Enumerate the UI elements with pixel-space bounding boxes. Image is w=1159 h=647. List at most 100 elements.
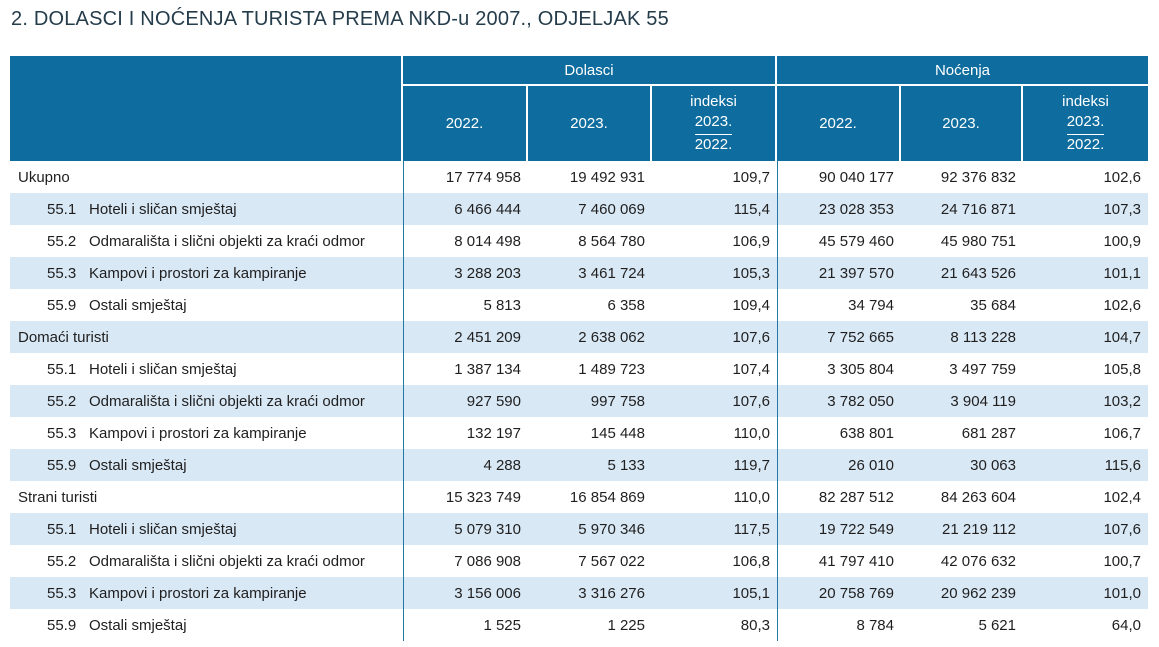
value-cell: 21 219 112 (942, 520, 1016, 538)
value-cell: 2 451 209 (403, 321, 528, 353)
table-row: 55.3 Kampovi i prostori za kampiranje 132 … (10, 417, 1148, 449)
row-label: 55.1 Hoteli i sličan smještaj (10, 353, 403, 385)
value-cell: 30 063 (970, 456, 1016, 474)
value-cell: 105,8 (1103, 360, 1141, 378)
value-cell: 17 774 958 (403, 161, 528, 193)
table-row: 55.9 Ostali smještaj 5 813 6 358 109,4 34 794… (10, 289, 1148, 321)
value-cell: 82 287 512 (777, 481, 901, 513)
table-row: 55.1 Hoteli i sličan smještaj 5 079 310 5 9… (10, 513, 1148, 545)
value-cell: 19 722 549 (777, 513, 901, 545)
table-row: 55.9 Ostali smještaj 1 525 1 225 80,3 8 784 5 … (10, 609, 1148, 641)
row-label: 55.1 Hoteli i sličan smještaj (10, 193, 403, 225)
value-cell: 8 564 780 (578, 232, 645, 250)
value-cell: 5 621 (978, 616, 1016, 634)
row-label-text: Odmarališta i slični objekti za kraći od… (89, 232, 365, 250)
table-row: 55.9 Ostali smještaj 4 288 5 133 119,7 26 010… (10, 449, 1148, 481)
value-cell: 3 782 050 (777, 385, 901, 417)
table-row: 55.3 Kampovi i prostori za kampiranje 3 15… (10, 577, 1148, 609)
value-cell: 8 014 498 (403, 225, 528, 257)
index-fraction: indeksi 2023. 2022. (690, 92, 737, 155)
row-label: 55.3 Kampovi i prostori za kampiranje (10, 577, 403, 609)
value-cell: 102,6 (1103, 296, 1141, 314)
table-body: Ukupno 17 774 958 19 492 931 109,7 90 040 17… (10, 161, 1148, 641)
value-cell: 6 358 (607, 296, 645, 314)
value-cell: 45 980 751 (940, 232, 1016, 250)
table-row: 55.1 Hoteli i sličan smještaj 1 387 134 1 4… (10, 353, 1148, 385)
row-code: 55.2 (47, 552, 77, 570)
header-dolasci-2023: 2023. (528, 86, 652, 161)
value-cell: 4 288 (403, 449, 528, 481)
value-cell: 5 133 (607, 456, 645, 474)
row-label-text: Ukupno (18, 168, 70, 186)
row-label: 55.9 Ostali smještaj (10, 449, 403, 481)
value-cell: 8 113 228 (950, 328, 1016, 346)
value-cell: 5 970 346 (578, 520, 645, 538)
value-cell: 101,1 (1103, 264, 1141, 282)
value-cell: 42 076 632 (940, 552, 1016, 570)
value-cell: 5 813 (403, 289, 528, 321)
value-cell: 5 079 310 (403, 513, 528, 545)
value-cell: 3 461 724 (578, 264, 645, 282)
value-cell: 105,3 (732, 264, 770, 282)
value-cell: 3 288 203 (403, 257, 528, 289)
header-nocenja-indeksi: indeksi 2023. 2022. (1023, 86, 1148, 161)
value-cell: 64,0 (1111, 616, 1141, 634)
table-row: 55.2 Odmarališta i slični objekti za krać… (10, 545, 1148, 577)
value-cell: 115,6 (1104, 456, 1141, 474)
value-cell: 3 497 759 (949, 360, 1016, 378)
value-cell: 106,7 (1103, 424, 1141, 442)
row-label-text: Hoteli i sličan smještaj (89, 520, 237, 538)
row-label-text: Domaći turisti (18, 328, 109, 346)
value-cell: 106,8 (732, 552, 770, 570)
row-code: 55.9 (47, 616, 77, 634)
header-dolasci-2022: 2022. (403, 86, 528, 161)
row-label: 55.9 Ostali smještaj (10, 609, 403, 641)
value-cell: 7 086 908 (403, 545, 528, 577)
value-cell: 15 323 749 (403, 481, 528, 513)
value-cell: 84 263 604 (940, 488, 1016, 506)
row-code: 55.3 (47, 424, 77, 442)
value-cell: 100,9 (1103, 232, 1141, 250)
value-cell: 107,6 (732, 392, 770, 410)
value-cell: 102,6 (1103, 168, 1141, 186)
value-cell: 107,6 (732, 328, 770, 346)
value-cell: 100,7 (1103, 552, 1141, 570)
value-cell: 104,7 (1103, 328, 1141, 346)
index-numerator: 2023. (1066, 112, 1105, 135)
value-cell: 1 489 723 (578, 360, 645, 378)
value-cell: 24 716 871 (940, 200, 1016, 218)
value-cell: 145 448 (590, 424, 645, 442)
value-cell: 26 010 (777, 449, 901, 481)
header-nocenja-2023: 2023. (901, 86, 1023, 161)
row-label-text: Strani turisti (18, 488, 98, 506)
value-cell: 119,7 (733, 456, 770, 474)
row-label-text: Odmarališta i slični objekti za kraći od… (89, 552, 365, 570)
row-label: 55.1 Hoteli i sličan smještaj (10, 513, 403, 545)
row-label-text: Ostali smještaj (89, 296, 187, 314)
value-cell: 21 397 570 (777, 257, 901, 289)
row-code: 55.9 (47, 296, 77, 314)
row-label-text: Hoteli i sličan smještaj (89, 360, 237, 378)
value-cell: 21 643 526 (940, 264, 1016, 282)
value-cell: 1 225 (607, 616, 645, 634)
value-cell: 110,0 (733, 488, 770, 506)
value-cell: 110,0 (733, 424, 770, 442)
value-cell: 20 758 769 (777, 577, 901, 609)
value-cell: 34 794 (777, 289, 901, 321)
value-cell: 35 684 (970, 296, 1016, 314)
value-cell: 102,4 (1103, 488, 1141, 506)
row-label-text: Kampovi i prostori za kampiranje (89, 264, 307, 282)
value-cell: 3 156 006 (403, 577, 528, 609)
value-cell: 107,3 (1103, 200, 1141, 218)
page-title: 2. DOLASCI I NOĆENJA TURISTA PREMA NKD-u… (11, 8, 669, 30)
row-code: 55.9 (47, 456, 77, 474)
value-cell: 106,9 (732, 232, 770, 250)
row-code: 55.1 (47, 520, 77, 538)
column-group-nocenja: Noćenja (777, 56, 1148, 86)
table-row: Ukupno 17 774 958 19 492 931 109,7 90 040 17… (10, 161, 1148, 193)
tourism-table: Dolasci Noćenja 2022. 2023. indeksi 2023… (10, 56, 1148, 641)
value-cell: 109,4 (732, 296, 770, 314)
value-cell: 80,3 (740, 616, 770, 634)
header-nocenja-2022: 2022. (777, 86, 901, 161)
value-cell: 3 316 276 (578, 584, 645, 602)
